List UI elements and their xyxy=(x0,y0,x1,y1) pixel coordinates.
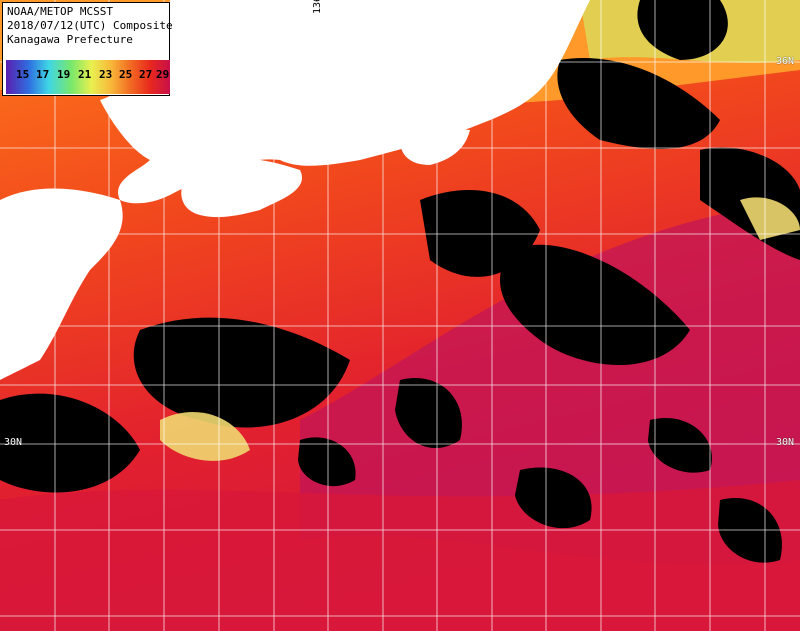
title-line-3: Kanagawa Prefecture xyxy=(7,33,133,46)
legend-box: NOAA/METOP MCSST 2018/07/12(UTC) Composi… xyxy=(2,2,173,96)
scale-label-27: 27 xyxy=(139,68,153,81)
latitude-label-36n: 36N xyxy=(776,56,795,67)
warm-water-band xyxy=(300,200,800,565)
land-mass xyxy=(0,0,590,380)
scale-label-25: 25 xyxy=(119,68,133,81)
title-line-2: 2018/07/12(UTC) Composite xyxy=(7,19,173,32)
shikoku-land xyxy=(181,158,302,218)
latitude-label-30n-right: 30N xyxy=(776,437,795,448)
scale-label-15: 15 xyxy=(16,68,30,81)
latitude-label-30n-left: 30N xyxy=(4,437,23,448)
scale-label-23: 23 xyxy=(99,68,113,81)
scale-label-29: 29 xyxy=(156,68,170,81)
cloud-mask xyxy=(0,0,800,563)
scale-label-21: 21 xyxy=(78,68,92,81)
warm-water-south xyxy=(0,480,800,631)
scale-label-17: 17 xyxy=(36,68,50,81)
scale-label-19: 19 xyxy=(57,68,71,81)
kyushu-land xyxy=(0,188,123,380)
temperature-color-scale: 15 17 19 21 23 25 27 29 xyxy=(6,60,170,94)
honshu-land xyxy=(100,0,590,204)
longitude-label-136e: 136E xyxy=(312,0,323,14)
title-line-1: NOAA/METOP MCSST xyxy=(7,5,113,18)
kii-peninsula xyxy=(400,129,470,165)
